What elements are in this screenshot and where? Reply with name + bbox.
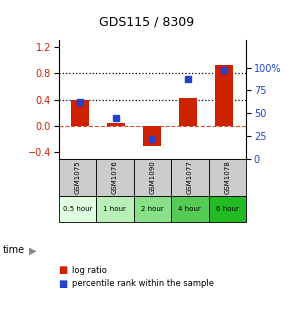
Text: GDS115 / 8309: GDS115 / 8309	[99, 15, 194, 29]
Text: GSM1076: GSM1076	[112, 161, 118, 194]
Text: GSM1078: GSM1078	[224, 161, 230, 194]
Text: ■: ■	[59, 265, 68, 276]
Text: 2 hour: 2 hour	[141, 206, 164, 212]
Bar	[171, 159, 209, 196]
Text: 1 hour: 1 hour	[103, 206, 126, 212]
Text: 6 hour: 6 hour	[216, 206, 239, 212]
Text: ▶: ▶	[28, 245, 36, 255]
Text: GSM1090: GSM1090	[149, 161, 155, 194]
Bar	[171, 196, 209, 222]
Bar	[215, 65, 234, 126]
Bar	[96, 196, 134, 222]
Bar	[59, 159, 96, 196]
Bar	[134, 159, 171, 196]
Text: GSM1075: GSM1075	[74, 161, 80, 194]
Text: ■: ■	[59, 279, 68, 289]
Bar	[71, 99, 89, 126]
Text: 4 hour: 4 hour	[178, 206, 201, 212]
Bar	[209, 196, 246, 222]
Text: log ratio: log ratio	[72, 266, 107, 275]
Bar	[209, 159, 246, 196]
Bar	[179, 98, 197, 126]
Text: 0.5 hour: 0.5 hour	[63, 206, 92, 212]
Bar	[107, 123, 125, 126]
Bar	[96, 159, 134, 196]
Text: time: time	[3, 245, 25, 255]
Bar	[59, 196, 96, 222]
Text: percentile rank within the sample: percentile rank within the sample	[72, 280, 214, 288]
Bar	[143, 126, 161, 145]
Bar	[134, 196, 171, 222]
Text: GSM1077: GSM1077	[187, 161, 193, 194]
